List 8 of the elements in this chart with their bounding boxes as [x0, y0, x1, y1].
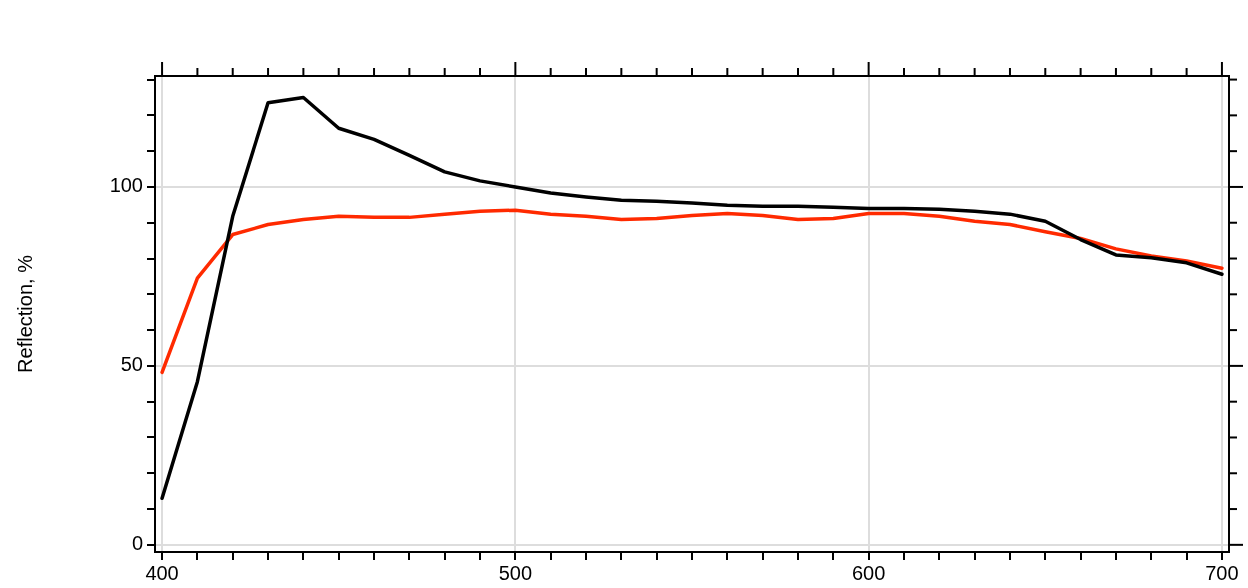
y-tick-label: 50: [120, 353, 143, 376]
x-tick-label: 600: [851, 561, 886, 584]
y-axis-title: Reflection, %: [13, 254, 36, 373]
x-tick-label: 500: [498, 561, 533, 584]
x-tick-label: 700: [1205, 561, 1239, 584]
x-tick-label: 400: [145, 561, 179, 584]
y-tick-label: 100: [109, 174, 143, 197]
y-tick-label: 0: [131, 532, 143, 555]
